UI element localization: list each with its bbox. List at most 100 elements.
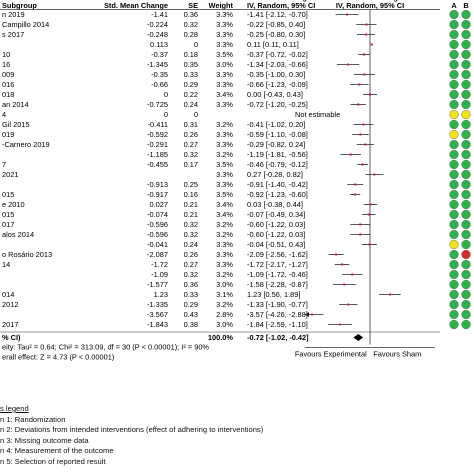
point-estimate: [359, 233, 362, 236]
rob-dot-red: [461, 249, 471, 260]
row-ci: -1.33 [-1.90, -0.77]: [247, 300, 308, 309]
header-smc: Std. Mean Change: [104, 1, 168, 10]
total-ci: -0.72 [-1.02, -0.42]: [247, 333, 309, 342]
rob-dot-green: [449, 89, 459, 100]
ci-arrow-left: [305, 312, 309, 317]
row-weight: 3.5%: [216, 160, 233, 169]
row-study: s 2017: [2, 30, 24, 39]
rob-dot-green: [449, 139, 459, 150]
row-smc: -0.596: [147, 230, 168, 239]
total-weight: 100.0%: [208, 333, 233, 342]
row-ci: -0.37 [-0.72, -0.02]: [247, 50, 308, 59]
row-study: 015: [2, 210, 14, 219]
row-ci: -1.58 [-2.28, -0.87]: [247, 280, 308, 289]
row-se: 0.29: [184, 300, 198, 309]
rob-dot-green: [449, 29, 459, 40]
header-rob-b: B: [463, 1, 468, 10]
row-smc: -1.72: [151, 260, 168, 269]
row-ci: -0.22 [-0.85, 0.40]: [247, 20, 305, 29]
forest-plot: Subgroup Std. Mean Change SE Weight Std. Mea…: [0, 0, 472, 362]
row-ci: -1.19 [-1.81, -0.56]: [247, 150, 308, 159]
row-ci: -0.91 [-1.40, -0.42]: [247, 180, 308, 189]
row-weight: 3.3%: [216, 30, 233, 39]
table-header: Subgroup Std. Mean Change SE Weight Std. Mea…: [2, 0, 472, 10]
row-weight: 3.3%: [216, 240, 233, 249]
favours-left: Favours Experimental: [295, 350, 367, 359]
header-rob: Risk: [455, 0, 472, 2]
rob-dot-green: [461, 99, 471, 110]
row-smc: -0.725: [147, 100, 168, 109]
row-ci: -1.84 [-2.59, -1.10]: [247, 320, 308, 329]
row-weight: 3.3%: [216, 180, 233, 189]
table-row: n 2019 -1.41 0.36 3.3% -1.41 [-2.12, -0.70]: [2, 9, 471, 20]
rob-dot-green: [449, 229, 459, 240]
table-row: 2012 -1.335 0.29 3.2% -1.33 [-1.90, -0.77]: [2, 299, 471, 310]
row-smc: -2.087: [147, 250, 168, 259]
header-se: SE: [188, 1, 198, 10]
rob-dot-green: [449, 159, 459, 170]
point-estimate: [341, 263, 344, 266]
row-se: 0.26: [184, 250, 198, 259]
row-weight: 3.3%: [216, 140, 233, 149]
row-weight: 2.8%: [216, 310, 233, 319]
row-study: o Rosário 2013: [2, 250, 52, 259]
rob-dot-green: [461, 69, 471, 80]
row-ci: 0.03 [-0.38, 0.44]: [247, 200, 303, 209]
row-weight: 3.3%: [216, 40, 233, 49]
point-estimate: [364, 33, 367, 36]
rob-dot-green: [461, 119, 471, 130]
summary-diamond: [353, 334, 364, 341]
row-smc: -0.66: [151, 80, 168, 89]
row-ci: -1.34 [-2.03, -0.66]: [247, 60, 308, 69]
row-weight: 3.2%: [216, 300, 233, 309]
rob-dot-yellow: [449, 109, 459, 120]
row-se: 0.21: [184, 210, 198, 219]
point-estimate: [349, 153, 352, 156]
rob-dot-green: [461, 159, 471, 170]
row-weight: 3.4%: [216, 90, 233, 99]
row-smc: -0.35: [151, 70, 168, 79]
rob-dot-green: [461, 29, 471, 40]
rob-dot-green: [449, 259, 459, 270]
overall-effect-text: erall effect: Z = 4.73 (P < 0.00001): [2, 353, 114, 362]
row-se: 0.21: [184, 200, 198, 209]
rob-dot-green: [461, 179, 471, 190]
rob-dot-green: [461, 319, 471, 330]
row-weight: 3.2%: [216, 120, 233, 129]
point-estimate: [347, 303, 350, 306]
table-row: 018 0 0.22 3.4% 0.00 [-0.43, 0.43]: [2, 89, 471, 100]
row-se: 0: [194, 40, 198, 49]
row-se: 0.38: [184, 320, 198, 329]
point-estimate: [339, 323, 342, 326]
rob-dot-green: [449, 249, 459, 260]
rob-dot-green: [461, 239, 471, 250]
point-estimate: [311, 313, 313, 316]
point-estimate: [370, 43, 373, 46]
row-ci: 0.00 [-0.43, 0.43]: [247, 90, 303, 99]
table-row: 0.113 0 3.3% 0.11 [0.11, 0.11]: [150, 39, 471, 50]
rob-dot-green: [461, 9, 471, 20]
row-se: 0: [194, 110, 198, 119]
study-rows: n 2019 -1.41 0.36 3.3% -1.41 [-2.12, -0.70]C…: [0, 9, 471, 345]
row-weight: 3.4%: [216, 200, 233, 209]
table-row: -Carnero 2019 -0.291 0.27 3.3% -0.29 [-0.82,…: [2, 139, 471, 150]
rob-dot-green: [449, 79, 459, 90]
table-row: 14 -1.72 0.27 3.3% -1.72 [-2.17, -1.27]: [2, 259, 471, 270]
table-row: -0.041 0.24 3.3% -0.04 [-0.51, 0.43]: [147, 239, 471, 250]
table-row: -1.577 0.36 3.0% -1.58 [-2.28, -0.87]: [147, 279, 471, 290]
row-se: 0.33: [184, 70, 198, 79]
rob-dot-green: [461, 79, 471, 90]
row-smc: 0: [164, 90, 168, 99]
table-row: 019 -0.592 0.26 3.3% -0.59 [-1.10, -0.08]: [2, 129, 471, 140]
row-se: 0.32: [184, 230, 198, 239]
row-smc: -1.335: [147, 300, 168, 309]
point-estimate: [363, 73, 366, 76]
rob-dot-green: [449, 69, 459, 80]
row-weight: 3.0%: [216, 60, 233, 69]
row-ci: -0.07 [-0.49, 0.34]: [247, 210, 305, 219]
rob-dot-yellow: [449, 239, 459, 250]
table-row: e 2010 0.027 0.21 3.4% 0.03 [-0.38, 0.44]: [2, 199, 471, 210]
favours-right: Favours Sham: [373, 350, 421, 359]
row-study: Campillo 2014: [2, 20, 49, 29]
row-study: alos 2014: [2, 230, 34, 239]
